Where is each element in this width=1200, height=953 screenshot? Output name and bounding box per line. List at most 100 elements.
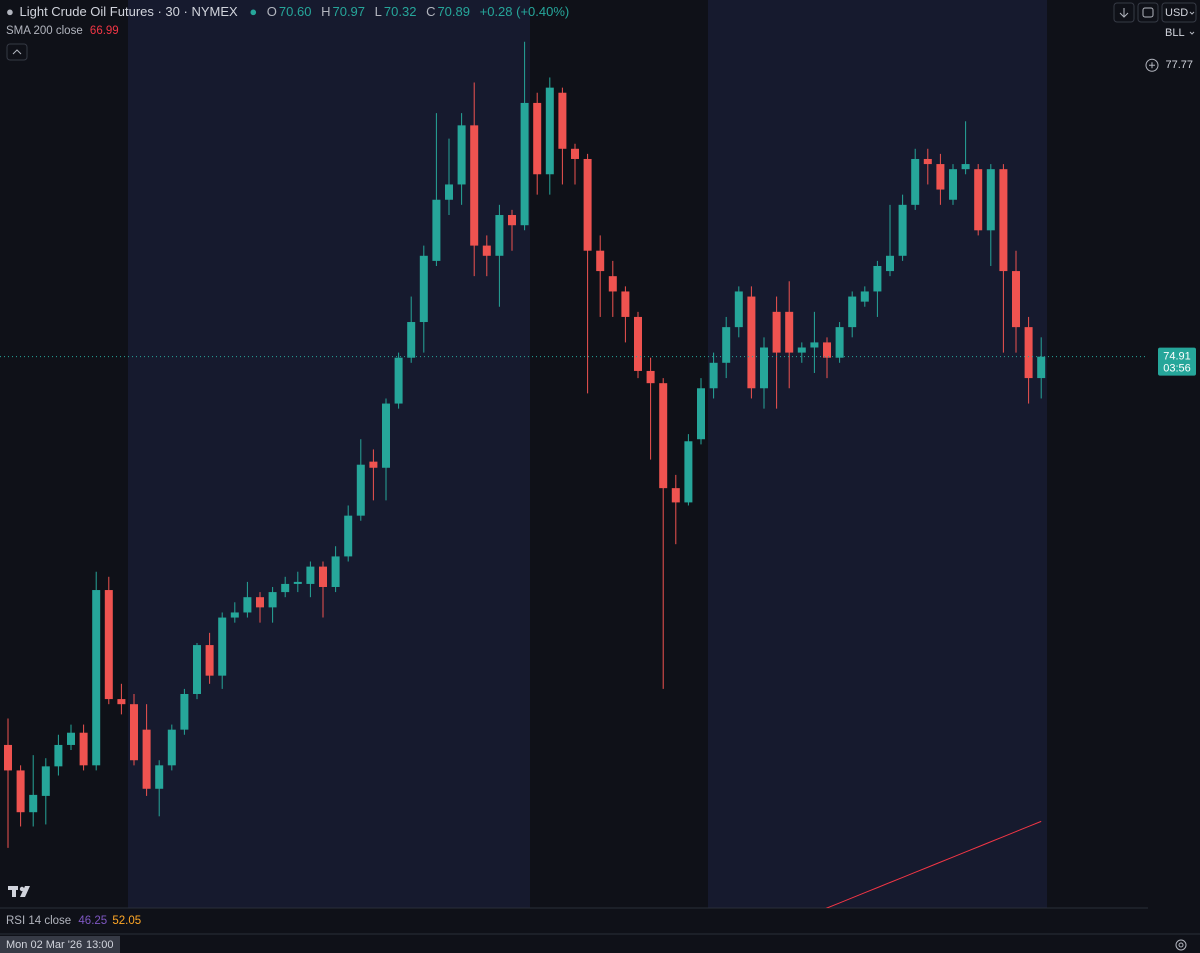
candle-body <box>873 265 882 292</box>
candle-body <box>621 291 630 317</box>
ohlc-key: O <box>266 4 277 19</box>
candle-body <box>533 102 542 175</box>
candle-body <box>67 732 75 745</box>
candle-body <box>508 215 516 226</box>
candle-body <box>117 699 126 705</box>
candle-body <box>634 316 642 371</box>
candle-body <box>419 255 428 323</box>
candle-body <box>1037 356 1046 379</box>
countdown: 03:56 <box>1163 363 1191 375</box>
candle-body <box>382 403 390 468</box>
candle-body <box>923 158 932 165</box>
candle-body <box>760 347 768 389</box>
rsi-value: 52.05 <box>112 915 142 927</box>
candle-body <box>999 169 1008 272</box>
candle-body <box>961 164 970 170</box>
candle-body <box>79 732 88 766</box>
candle-body <box>747 296 756 389</box>
session-bg <box>128 0 530 908</box>
candle-body <box>470 125 479 246</box>
rsi-name: RSI 14 close <box>6 915 72 927</box>
tv-logo <box>8 886 30 897</box>
candle-body <box>4 744 12 771</box>
currency[interactable]: USD <box>1165 7 1188 19</box>
candle-body <box>697 388 705 440</box>
candle-body <box>407 322 416 358</box>
candle-body <box>734 291 743 328</box>
candle-body <box>331 556 340 587</box>
candle-body <box>898 204 907 256</box>
candle-body <box>356 464 365 516</box>
add-level <box>1149 62 1155 69</box>
price-box <box>1158 347 1196 376</box>
sma-name: SMA 200 close <box>6 25 83 37</box>
candle-body <box>936 164 945 190</box>
candle-body <box>495 215 504 256</box>
candle-body <box>41 766 50 796</box>
candle-body <box>684 441 693 503</box>
candle-body <box>785 311 794 353</box>
session-bg <box>708 0 1047 908</box>
candle-body <box>1024 327 1033 379</box>
candle-body <box>54 744 63 767</box>
ohlc-value: 70.97 <box>332 4 366 19</box>
sma-value: 66.99 <box>89 25 119 37</box>
candle-body <box>1012 271 1020 328</box>
candle-body <box>130 704 138 761</box>
candle-body <box>810 342 819 348</box>
candle-body <box>445 184 453 200</box>
ohlc-key: H <box>321 4 331 19</box>
crosshair-date: Mon 02 Mar '26 <box>6 939 82 951</box>
marker-price: 77.77 <box>1165 59 1193 71</box>
candle-body <box>646 370 655 384</box>
collapse-button[interactable] <box>6 43 28 61</box>
candle-body <box>92 590 101 766</box>
candle-body <box>306 566 315 584</box>
candle-body <box>886 255 894 272</box>
add-level <box>1145 58 1159 72</box>
candle-body <box>167 729 176 766</box>
candle-body <box>369 461 378 468</box>
candle-body <box>281 583 290 593</box>
rsi-legend: RSI 14 close 46.25 52.05 <box>6 915 141 927</box>
candle-body <box>394 357 403 404</box>
settings-icon[interactable] <box>1175 939 1187 951</box>
candle-body <box>797 347 806 353</box>
ohlc-value: 70.89 <box>437 4 470 19</box>
candle-body <box>155 765 164 789</box>
candle-body <box>104 590 113 700</box>
candle-body <box>432 199 441 261</box>
crosshair-box <box>0 936 120 953</box>
symbol: Light Crude Oil Futures · 30 · NYMEX <box>19 4 238 19</box>
candle-body <box>218 617 227 676</box>
candle-body <box>974 169 983 231</box>
candle-body <box>142 729 151 789</box>
candle-body <box>772 311 781 353</box>
ohlc-value: 70.32 <box>383 4 417 19</box>
sma-line <box>825 820 1042 908</box>
candle-body <box>583 158 592 251</box>
chevron <box>1189 11 1195 35</box>
ohlc-key: L <box>374 4 382 19</box>
candle-body <box>596 250 605 272</box>
last-price: 74.91 <box>1163 351 1191 363</box>
candle-body <box>571 148 579 159</box>
ohlc-key: C <box>426 4 436 19</box>
sma-legend: SMA 200 close 66.99 <box>6 25 119 37</box>
candle-body <box>848 296 857 328</box>
candle-body <box>482 245 491 256</box>
candle-body <box>608 276 617 292</box>
candle-body <box>860 291 869 302</box>
bottom-panel <box>0 908 1200 953</box>
candle-body <box>256 597 264 608</box>
candle-body <box>659 383 668 489</box>
unit[interactable]: BLL <box>1165 27 1185 39</box>
candle-body <box>268 592 277 608</box>
toolbar[interactable] <box>1113 2 1197 23</box>
candle-body <box>319 566 327 587</box>
legend-header: ● Light Crude Oil Futures · 30 · NYMEX ●… <box>6 4 570 19</box>
candle-body <box>293 581 302 584</box>
crosshair-time: 13:00 <box>86 939 114 951</box>
